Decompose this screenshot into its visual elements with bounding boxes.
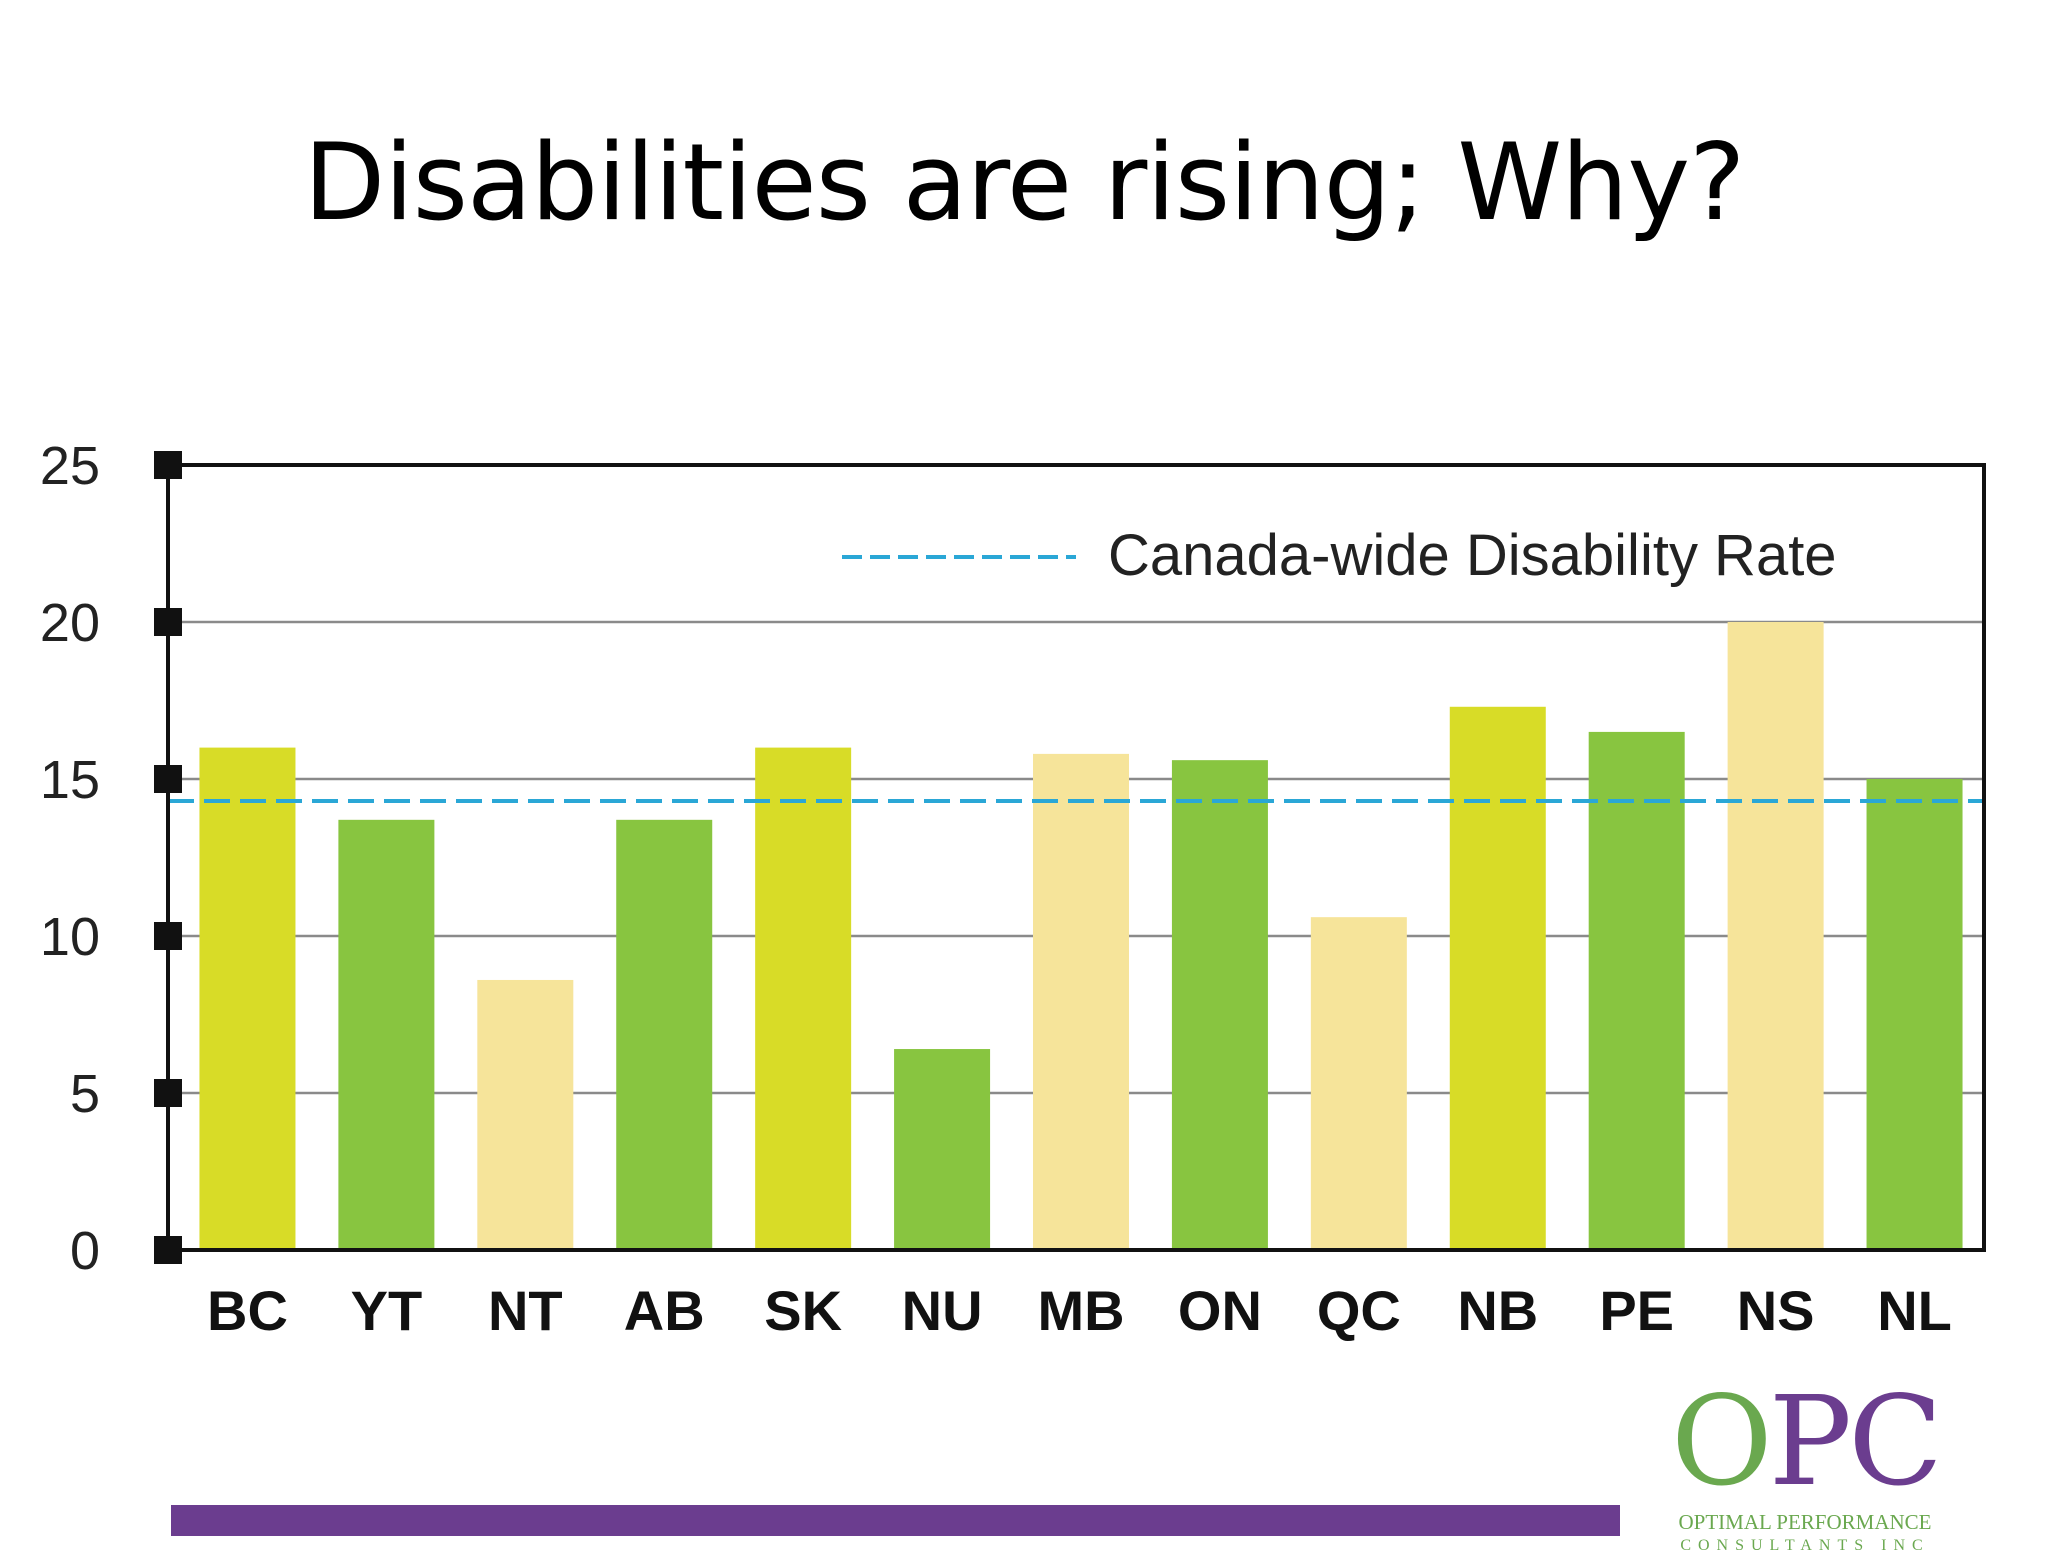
x-axis-ticks: BC YT NT AB SK NU MB ON QC NB PE NS NL: [207, 1279, 1952, 1342]
bar-mb: [1033, 753, 1129, 1250]
x-tick-label-ab: AB: [624, 1279, 705, 1342]
x-tick-label-sk: SK: [764, 1279, 842, 1342]
y-tick-label-20: 20: [40, 593, 100, 653]
x-tick-label-pe: PE: [1599, 1279, 1674, 1342]
logo-letters-pc: PC: [1768, 1370, 1943, 1514]
bar-ab: [616, 819, 713, 1250]
y-tick-label-25: 25: [40, 436, 100, 496]
y-tick-label-5: 5: [70, 1064, 100, 1124]
y-tick-marker-15: [154, 765, 182, 793]
slide-title: Disabilities are rising; Why?: [303, 121, 1746, 244]
x-tick-label-nt: NT: [488, 1279, 563, 1342]
logo-tagline-1: OPTIMAL PERFORMANCE: [1678, 1510, 1932, 1534]
bar-nb: [1449, 706, 1546, 1250]
x-tick-label-on: ON: [1178, 1279, 1262, 1342]
y-tick-marker-0: [154, 1236, 182, 1264]
legend: Canada-wide Disability Rate: [842, 523, 1837, 588]
y-tick-marker-20: [154, 608, 182, 636]
logo-letter-o: O: [1671, 1370, 1773, 1514]
opc-logo: OPC OPTIMAL PERFORMANCE CONSULTANTS INC: [1640, 1380, 1970, 1554]
x-tick-label-nl: NL: [1877, 1279, 1952, 1342]
logo-letters: OPC: [1640, 1380, 1970, 1504]
logo-tagline-2: CONSULTANTS INC: [1680, 1537, 1930, 1554]
plot-border: [166, 463, 1986, 1252]
x-tick-label-ns: NS: [1737, 1279, 1815, 1342]
bar-yt: [338, 819, 435, 1250]
y-tick-marker-10: [154, 922, 182, 950]
bars: [199, 622, 1963, 1250]
bar-on: [1171, 760, 1268, 1250]
y-tick-label-0: 0: [70, 1221, 100, 1281]
bar-bc: [199, 747, 296, 1250]
y-tick-marker-25: [154, 451, 182, 479]
plot-frame: [166, 463, 1986, 1252]
x-tick-label-nu: NU: [902, 1279, 983, 1342]
y-tick-marker-5: [154, 1079, 182, 1107]
bar-qc: [1310, 917, 1407, 1250]
bar-nl: [1866, 779, 1963, 1250]
footer-band: [171, 1505, 1620, 1536]
bar-ns: [1727, 622, 1824, 1250]
x-tick-label-yt: YT: [351, 1279, 423, 1342]
legend-label: Canada-wide Disability Rate: [1108, 523, 1837, 588]
x-tick-label-qc: QC: [1317, 1279, 1401, 1342]
y-tick-label-15: 15: [40, 750, 100, 810]
x-tick-label-mb: MB: [1037, 1279, 1124, 1342]
y-axis-ticks: 0 5 10 15 20 25: [40, 436, 182, 1281]
bar-nt: [477, 979, 574, 1250]
x-tick-label-bc: BC: [207, 1279, 288, 1342]
y-tick-label-10: 10: [40, 907, 100, 967]
bar-sk: [755, 747, 852, 1250]
bar-nu: [894, 1049, 991, 1250]
x-tick-label-nb: NB: [1457, 1279, 1538, 1342]
bar-pe: [1588, 731, 1685, 1250]
